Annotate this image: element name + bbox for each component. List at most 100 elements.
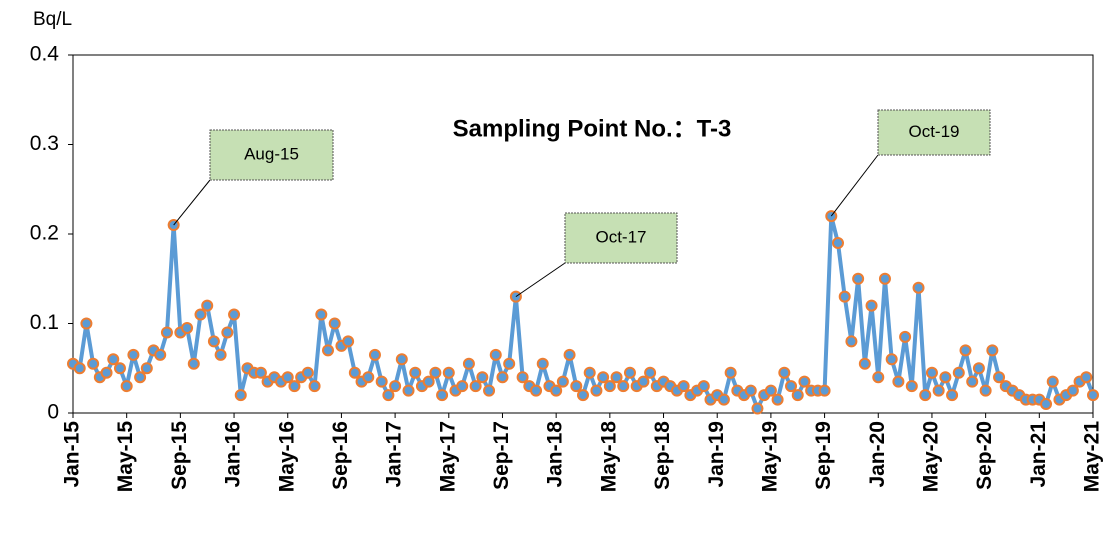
x-tick-label: Jan-20 bbox=[866, 421, 889, 488]
data-point bbox=[932, 384, 945, 397]
data-point bbox=[892, 375, 905, 388]
data-point bbox=[993, 371, 1006, 384]
callout-box bbox=[564, 212, 678, 264]
x-tick-label: Jan-17 bbox=[383, 421, 406, 488]
data-point bbox=[80, 317, 93, 330]
data-point bbox=[878, 272, 891, 285]
data-point bbox=[496, 371, 509, 384]
x-tick-label: Jan-19 bbox=[705, 421, 728, 488]
x-tick-label: May-17 bbox=[436, 421, 459, 492]
data-point bbox=[1040, 398, 1053, 411]
data-point bbox=[530, 384, 543, 397]
data-point bbox=[207, 335, 220, 348]
data-point bbox=[234, 389, 247, 402]
data-point bbox=[603, 380, 616, 393]
data-point bbox=[375, 375, 388, 388]
data-point bbox=[1066, 384, 1079, 397]
data-point bbox=[697, 380, 710, 393]
y-tick-label: 0.1 bbox=[30, 311, 59, 334]
x-tick-label: Sep-18 bbox=[651, 421, 674, 490]
data-point bbox=[959, 344, 972, 357]
data-point bbox=[187, 357, 200, 370]
x-tick-label: May-21 bbox=[1081, 421, 1104, 493]
data-point bbox=[462, 357, 475, 370]
data-point bbox=[717, 393, 730, 406]
data-point bbox=[315, 308, 328, 321]
data-point bbox=[1046, 375, 1059, 388]
data-point bbox=[724, 366, 737, 379]
data-point bbox=[885, 353, 898, 366]
data-point bbox=[905, 380, 918, 393]
data-point bbox=[912, 281, 925, 294]
data-point bbox=[456, 380, 469, 393]
data-point bbox=[113, 362, 126, 375]
y-tick-label: 0.3 bbox=[30, 132, 59, 155]
data-point bbox=[751, 402, 764, 415]
data-point bbox=[140, 362, 153, 375]
data-point bbox=[563, 348, 576, 361]
data-point bbox=[402, 384, 415, 397]
data-point bbox=[127, 348, 140, 361]
data-point bbox=[348, 366, 361, 379]
data-point bbox=[858, 357, 871, 370]
data-point bbox=[610, 371, 623, 384]
x-tick-label: May-20 bbox=[919, 421, 942, 492]
data-point bbox=[214, 348, 227, 361]
data-point bbox=[952, 366, 965, 379]
data-point bbox=[838, 290, 851, 303]
x-tick-label: May-18 bbox=[597, 421, 620, 493]
data-point bbox=[986, 344, 999, 357]
x-tick-label: Jan-18 bbox=[544, 421, 567, 488]
callout-label: Oct-19 bbox=[908, 122, 959, 141]
data-point bbox=[570, 380, 583, 393]
data-point bbox=[785, 380, 798, 393]
data-point bbox=[1087, 389, 1099, 402]
data-point bbox=[503, 357, 516, 370]
data-point bbox=[972, 362, 985, 375]
y-tick-label: 0.4 bbox=[30, 43, 60, 66]
data-point bbox=[623, 366, 636, 379]
data-point bbox=[281, 371, 294, 384]
data-point bbox=[328, 317, 341, 330]
data-point bbox=[577, 389, 589, 402]
y-tick-label: 0.2 bbox=[30, 222, 59, 245]
data-point bbox=[764, 384, 777, 397]
data-point bbox=[637, 375, 650, 388]
data-point bbox=[556, 375, 569, 388]
data-point bbox=[778, 366, 791, 379]
data-point bbox=[429, 366, 442, 379]
data-point bbox=[872, 371, 885, 384]
data-point bbox=[73, 362, 86, 375]
data-point bbox=[597, 371, 610, 384]
x-tick-label: Jan-15 bbox=[61, 421, 84, 488]
data-point bbox=[469, 380, 482, 393]
data-point bbox=[677, 380, 690, 393]
data-point bbox=[744, 384, 757, 397]
callout-line bbox=[830, 154, 879, 217]
data-point bbox=[201, 299, 214, 312]
data-point bbox=[939, 371, 952, 384]
x-tick-label: Sep-17 bbox=[490, 421, 513, 490]
data-point bbox=[389, 380, 402, 393]
data-point bbox=[966, 375, 979, 388]
data-point bbox=[583, 366, 596, 379]
callout-box bbox=[209, 129, 334, 181]
data-point bbox=[322, 344, 334, 357]
x-tick-label: May-19 bbox=[758, 421, 781, 492]
data-point bbox=[489, 348, 502, 361]
data-point bbox=[946, 389, 959, 402]
data-point bbox=[852, 272, 865, 285]
x-tick-label: May-15 bbox=[114, 421, 137, 493]
data-point bbox=[865, 299, 878, 312]
data-point bbox=[107, 353, 120, 366]
data-point bbox=[154, 348, 167, 361]
data-point bbox=[590, 384, 603, 397]
data-point bbox=[395, 353, 408, 366]
data-point bbox=[308, 380, 321, 393]
data-point bbox=[845, 335, 858, 348]
data-point bbox=[798, 375, 811, 388]
y-axis-label: Bq/L bbox=[33, 9, 72, 30]
data-point bbox=[409, 366, 422, 379]
callout-label: Oct-17 bbox=[595, 227, 646, 246]
callout-line bbox=[515, 262, 566, 298]
